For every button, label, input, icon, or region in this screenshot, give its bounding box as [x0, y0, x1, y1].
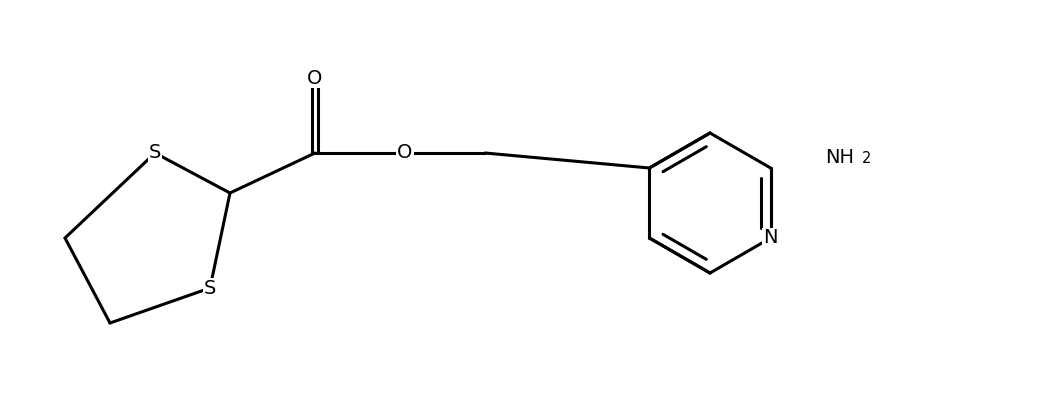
Text: NH: NH: [825, 149, 854, 168]
Text: S: S: [203, 278, 216, 297]
Text: 2: 2: [862, 151, 871, 166]
Text: S: S: [148, 143, 161, 162]
Text: O: O: [398, 143, 413, 162]
Text: O: O: [307, 69, 323, 88]
Text: N: N: [763, 228, 777, 247]
